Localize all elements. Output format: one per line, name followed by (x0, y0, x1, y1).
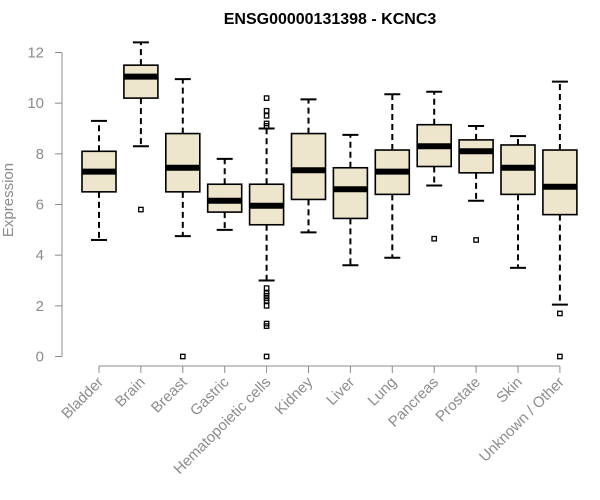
x-tick-label: Skin (493, 374, 526, 407)
box-bladder (81, 119, 117, 241)
outlier-point (263, 353, 270, 360)
x-tick-label: Bladder (58, 374, 107, 423)
outlier-point (263, 123, 270, 129)
box-iqr (458, 139, 494, 174)
y-tick-label: 0 (36, 349, 44, 366)
outlier-point (263, 107, 270, 114)
x-tick-label: Lung (365, 374, 401, 410)
y-tick-label: 4 (36, 247, 44, 264)
y-axis-label: Expression (0, 163, 17, 237)
y-tick-label: 2 (36, 298, 44, 315)
box-liver (332, 133, 369, 267)
y-tick-label: 12 (27, 45, 44, 62)
x-tick-label: Prostate (432, 374, 484, 426)
outlier-point (263, 112, 270, 119)
y-tick-label: 10 (27, 95, 44, 112)
boxes-group (81, 41, 578, 360)
outlier-point (431, 235, 438, 242)
outlier-point (557, 310, 563, 317)
y-tick-label: 6 (36, 197, 44, 214)
box-lung (374, 93, 411, 259)
box-iqr (290, 132, 327, 201)
box-skin (500, 135, 536, 269)
outlier-point (263, 285, 270, 291)
box-iqr (332, 166, 369, 220)
x-tick-label: Kidney (272, 373, 317, 418)
box-iqr (542, 149, 578, 216)
box-breast (165, 78, 201, 360)
box-pancreas (416, 90, 453, 242)
y-axis: 0 2 4 6 8 10 12 (27, 45, 63, 366)
x-tick-label: Breast (148, 373, 191, 416)
outlier-point (263, 95, 270, 101)
box-brain (123, 41, 159, 213)
outlier-point (179, 353, 186, 360)
outlier-point (138, 206, 144, 213)
outlier-point (557, 353, 563, 360)
y-tick-label: 8 (36, 146, 44, 163)
outlier-point (263, 323, 270, 329)
box-hematopoietic-cells (248, 95, 285, 360)
outlier-point (263, 302, 270, 309)
x-tick-label: Brain (112, 374, 149, 411)
box-prostate (458, 124, 494, 243)
outlier-point (473, 237, 479, 243)
box-iqr (165, 132, 201, 193)
outlier-point (263, 297, 270, 304)
box-gastric (206, 157, 243, 231)
box-iqr (123, 64, 159, 99)
x-tick-label: Liver (323, 374, 358, 409)
box-kidney (290, 98, 327, 234)
chart-title: ENSG00000131398 - KCNC3 (224, 11, 437, 28)
box-unknown-other (542, 80, 578, 360)
